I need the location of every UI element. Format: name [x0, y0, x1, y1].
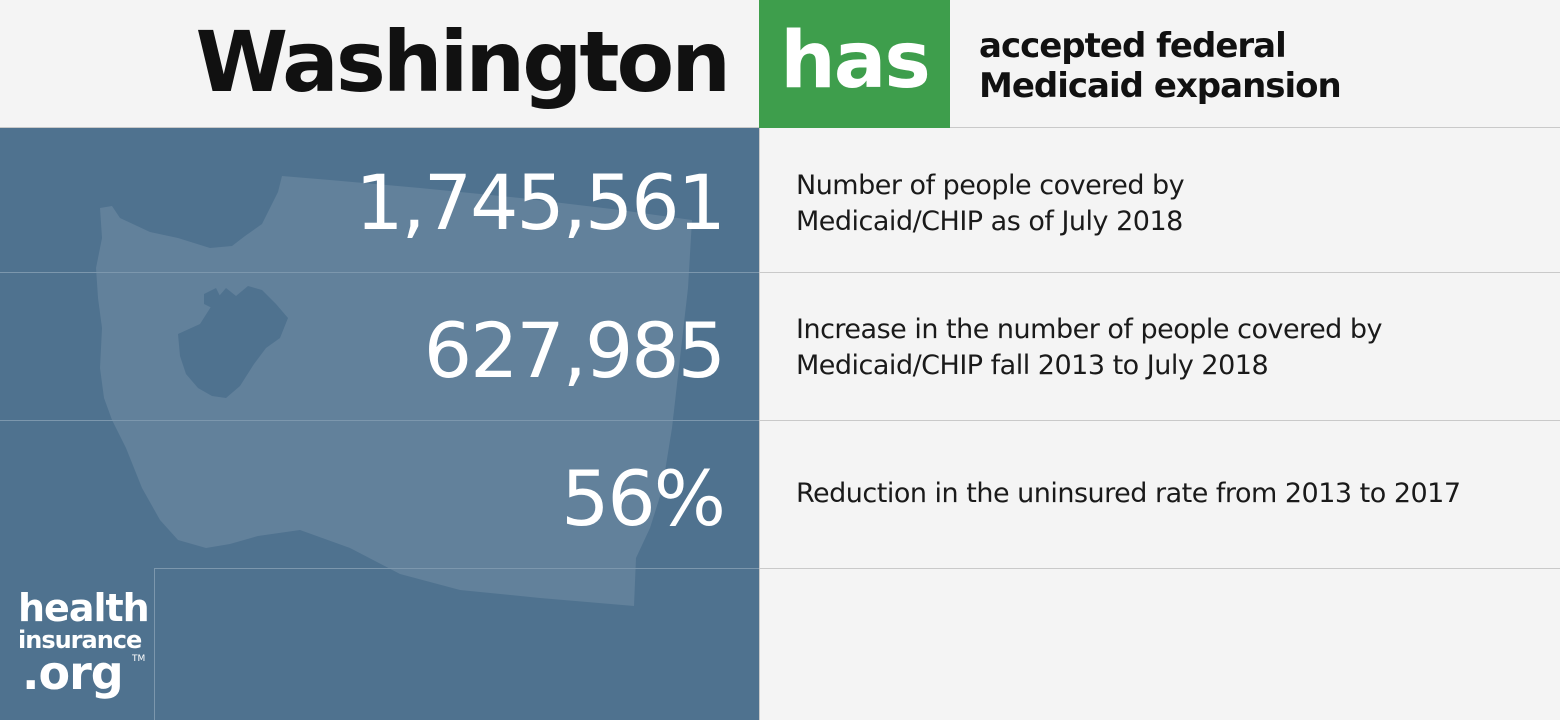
row-divider: [759, 568, 1560, 569]
row-divider: [0, 420, 759, 421]
header: Washington has accepted federal Medicaid…: [0, 0, 1560, 128]
logo-trademark: TM: [132, 654, 146, 664]
row-divider: [759, 272, 1560, 273]
healthinsurance-org-logo[interactable]: health insurance .org TM: [0, 568, 155, 720]
stat-label-medicaid-enrollment: Number of people covered by Medicaid/CHI…: [796, 168, 1496, 240]
stat-label-line: Reduction in the uninsured rate from 201…: [796, 478, 1461, 509]
washington-map-icon: [96, 176, 692, 606]
labels-panel: [759, 128, 1560, 720]
stat-value-uninsured-reduction: 56%: [561, 454, 726, 543]
logo-text-org: .org: [22, 646, 124, 700]
status-badge: has: [759, 0, 950, 128]
stat-label-line: Medicaid/CHIP fall 2013 to July 2018: [796, 350, 1269, 381]
stat-value-enrollment-increase: 627,985: [423, 306, 726, 395]
status-word: has: [780, 16, 931, 106]
stat-value-medicaid-enrollment: 1,745,561: [355, 158, 726, 247]
logo-text-insurance: insurance: [18, 626, 142, 654]
state-name: Washington: [195, 13, 731, 111]
row-divider: [0, 568, 759, 569]
stat-label-uninsured-reduction: Reduction in the uninsured rate from 201…: [796, 476, 1496, 512]
row-divider: [0, 272, 759, 273]
stat-label-line: Medicaid/CHIP as of July 2018: [796, 206, 1183, 237]
stat-label-enrollment-increase: Increase in the number of people covered…: [796, 312, 1496, 384]
logo-text-health: health: [18, 586, 150, 630]
stat-label-line: Number of people covered by: [796, 170, 1185, 201]
stat-label-line: Increase in the number of people covered…: [796, 314, 1383, 345]
status-description: accepted federal Medicaid expansion: [979, 26, 1342, 106]
row-divider: [759, 420, 1560, 421]
